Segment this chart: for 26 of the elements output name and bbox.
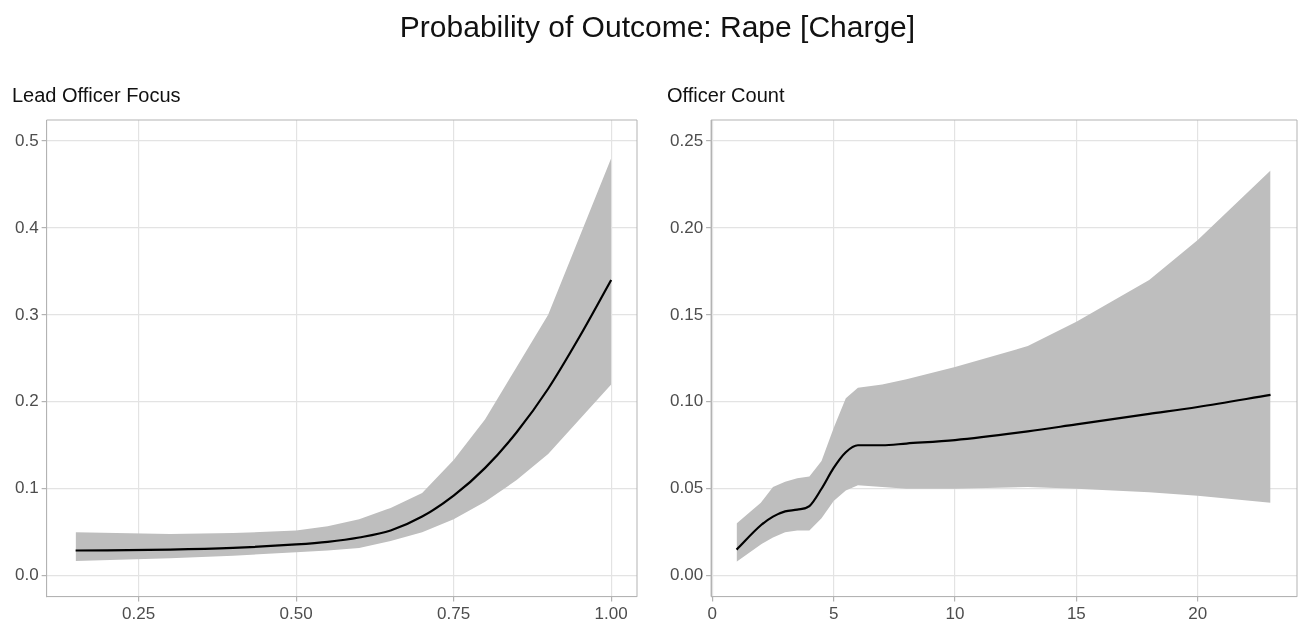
y-tick-label: 0.00 bbox=[669, 565, 704, 585]
y-tick-label: 0.5 bbox=[14, 130, 39, 150]
y-tick-label: 0.25 bbox=[669, 130, 704, 150]
x-tick-label: 1.00 bbox=[594, 604, 628, 624]
chart-subtitle: Officer Count bbox=[667, 83, 785, 106]
x-tick-label: 0.25 bbox=[122, 604, 156, 624]
x-tick-label: 20 bbox=[1188, 604, 1208, 624]
chart-title: Probability of Outcome: Rape [Charge] bbox=[398, 10, 917, 44]
line-series bbox=[74, 278, 613, 552]
y-tick-label: 0.2 bbox=[14, 391, 39, 411]
y-tick-label: 0.0 bbox=[14, 565, 39, 585]
y-tick-label: 0.1 bbox=[14, 478, 39, 498]
x-tick-label: 10 bbox=[945, 604, 965, 624]
x-tick-label: 0.50 bbox=[279, 604, 313, 624]
x-tick-label: 5 bbox=[828, 604, 839, 624]
y-tick-label: 0.10 bbox=[669, 391, 704, 411]
chart-subtitle: Lead Officer Focus bbox=[12, 83, 181, 106]
x-tick-label: 0 bbox=[707, 604, 718, 624]
line-series bbox=[735, 393, 1272, 551]
y-tick-label: 0.20 bbox=[669, 217, 704, 237]
y-tick-label: 0.4 bbox=[14, 217, 39, 237]
x-tick-label: 15 bbox=[1066, 604, 1086, 624]
y-tick-label: 0.3 bbox=[14, 304, 39, 324]
y-tick-label: 0.15 bbox=[669, 304, 704, 324]
x-tick-label: 0.75 bbox=[437, 604, 471, 624]
y-tick-label: 0.05 bbox=[669, 478, 704, 498]
